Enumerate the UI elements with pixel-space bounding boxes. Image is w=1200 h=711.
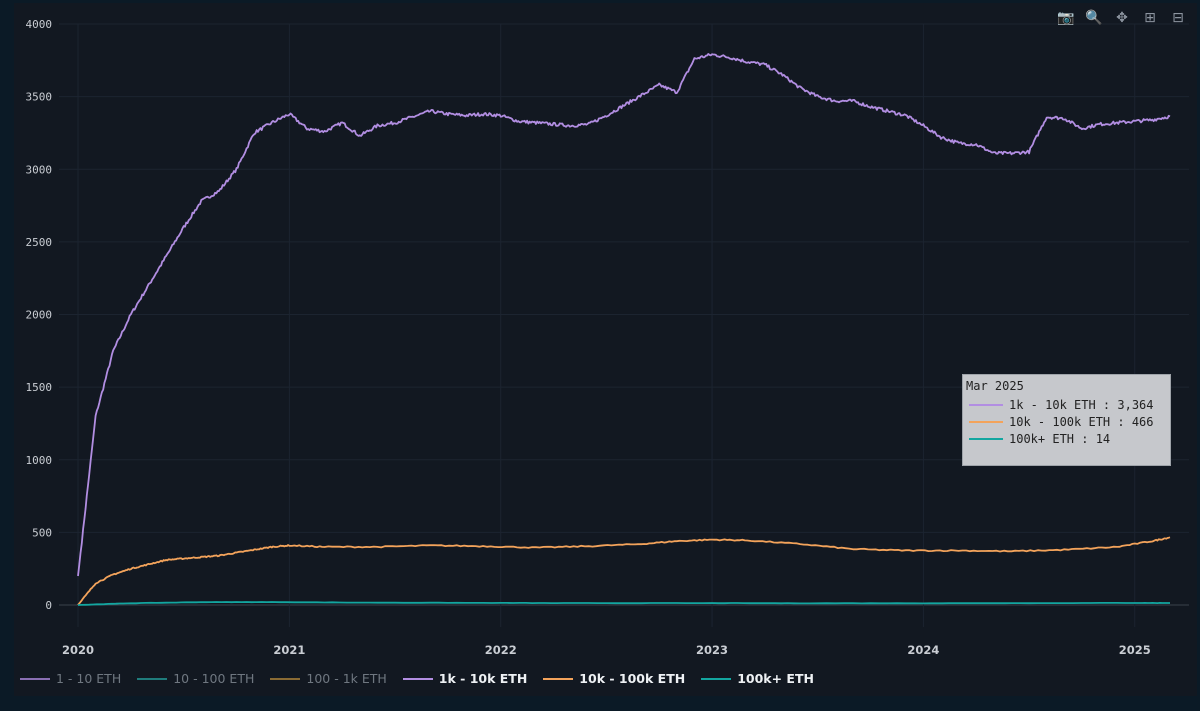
x-tick-label: 2023 [696,643,728,657]
legend-label: 100 - 1k ETH [306,671,387,686]
x-tick-label: 2024 [907,643,939,657]
zoom-icon[interactable]: 🔍 [1085,10,1103,26]
hover-swatch [969,404,1003,406]
legend-swatch [270,677,301,680]
pan-icon[interactable]: ✥ [1116,10,1128,26]
legend-item[interactable]: 10 - 100 ETH [137,671,254,686]
hover-row: 100k+ ETH : 14 [969,432,1167,446]
y-tick-label: 3500 [26,91,53,104]
hover-title: Mar 2025 [966,379,1024,393]
x-axis: 2020 2021 2022 2023 2024 2025 [62,643,1151,657]
legend-item[interactable]: 1k - 10k ETH [402,671,528,686]
camera-icon[interactable]: 📷 [1057,10,1075,26]
series-line [77,601,1170,606]
zoom-in-icon[interactable]: ⊞ [1144,10,1156,26]
legend-label: 1k - 10k ETH [438,671,528,686]
zoom-out-icon[interactable]: ⊟ [1172,10,1184,26]
hover-row-text: 1k - 10k ETH : 3,364 [1009,398,1154,412]
legend-item[interactable]: 100 - 1k ETH [270,671,387,686]
x-tick-label: 2025 [1119,643,1151,657]
y-tick-label: 2500 [26,236,53,249]
hover-row: 1k - 10k ETH : 3,364 [969,398,1167,412]
series-line [77,53,1171,577]
legend-item[interactable]: 10k - 100k ETH [543,671,685,686]
hover-row-text: 10k - 100k ETH : 466 [1009,415,1154,429]
hover-row-text: 100k+ ETH : 14 [1009,432,1111,446]
hover-swatch [969,438,1003,440]
legend-swatch [402,677,433,680]
x-tick-label: 2022 [485,643,517,657]
y-tick-label: 2000 [26,309,53,322]
series-line [77,536,1171,606]
legend-swatch [701,677,732,680]
legend-swatch [137,677,168,680]
legend-label: 10k - 100k ETH [579,671,686,686]
legend-swatch [20,677,50,680]
legend-label: 1 - 10 ETH [56,671,122,686]
hover-swatch [969,421,1003,423]
series-lines [77,53,1171,606]
legend-item[interactable]: 100k+ ETH [701,671,814,686]
legend-item[interactable]: 1 - 10 ETH [20,671,121,686]
legend-swatch [543,677,574,680]
y-tick-label: 0 [45,599,52,612]
legend: 1 - 10 ETH 10 - 100 ETH 100 - 1k ETH 1k - 1… [20,671,814,686]
y-tick-label: 500 [32,526,52,539]
legend-label: 100k+ ETH [737,671,814,686]
y-tick-label: 1500 [26,381,53,394]
y-tick-label: 3000 [26,163,53,176]
x-tick-label: 2020 [62,643,94,657]
chart-toolbar: 📷 🔍 ✥ ⊞ ⊟ [1057,9,1187,27]
hover-row: 10k - 100k ETH : 466 [969,415,1167,429]
y-tick-label: 1000 [26,454,53,467]
y-tick-label: 4000 [26,18,53,31]
chart-frame: 0 500 1000 1500 2000 2500 3000 3500 4000 2020 202… [14,3,1197,696]
y-axis: 0 500 1000 1500 2000 2500 3000 3500 4000 [26,18,53,612]
legend-label: 10 - 100 ETH [173,671,255,686]
x-tick-label: 2021 [273,643,305,657]
hover-tooltip: Mar 2025 1k - 10k ETH : 3,364 10k - 100k… [962,374,1171,466]
grid-lines [59,23,1189,627]
